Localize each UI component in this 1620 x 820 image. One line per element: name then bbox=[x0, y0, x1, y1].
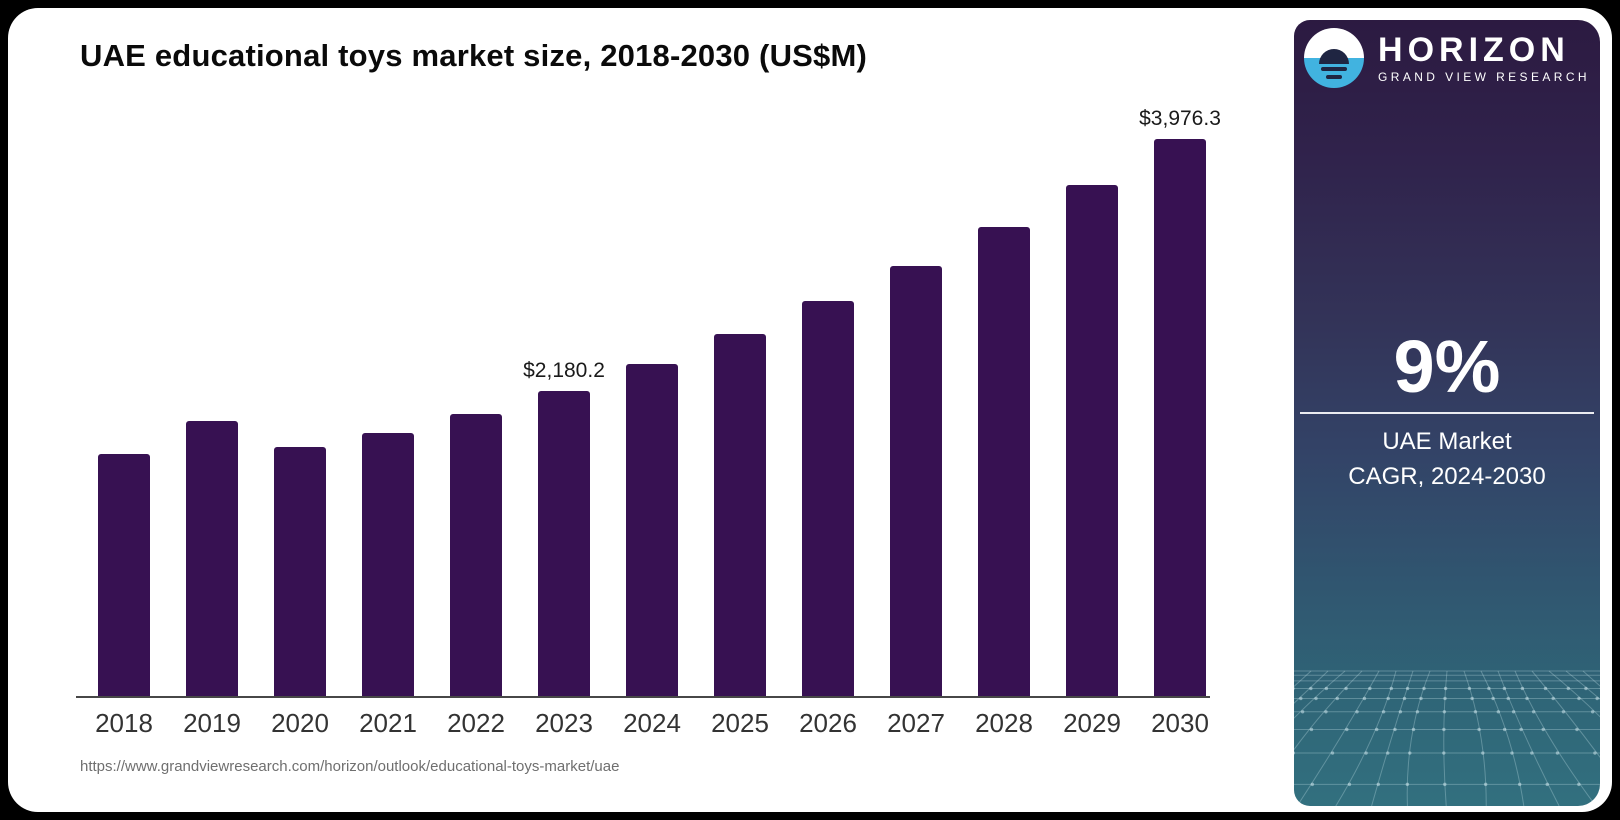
bar-value-label-2023: $2,180.2 bbox=[523, 358, 605, 382]
x-tick-2020: 2020 bbox=[271, 708, 329, 738]
bar-2027 bbox=[890, 265, 942, 696]
cagr-stat-caption: UAE Market CAGR, 2024-2030 bbox=[1294, 424, 1600, 494]
x-tick-2025: 2025 bbox=[711, 708, 769, 738]
logo-ripple-line bbox=[1326, 75, 1343, 79]
bar-value-label-2030: $3,976.3 bbox=[1139, 107, 1221, 130]
bar-2022 bbox=[450, 413, 502, 696]
brand-name: HORIZON bbox=[1378, 30, 1570, 69]
bar-2021 bbox=[362, 432, 414, 696]
logo-sun-dome bbox=[1319, 49, 1350, 64]
stat-divider bbox=[1300, 412, 1594, 414]
horizon-sunset-logo-icon bbox=[1304, 28, 1365, 88]
x-tick-2028: 2028 bbox=[975, 708, 1033, 738]
plot-area: 2018 2019 2020 2021 2022 2023 $2,180.2 2024 2025… bbox=[8, 8, 1294, 812]
bar-2030 bbox=[1154, 139, 1206, 696]
bar-2029 bbox=[1066, 185, 1118, 696]
brand-tagline: GRAND VIEW RESEARCH bbox=[1378, 69, 1590, 84]
brand-panel: HORIZON GRAND VIEW RESEARCH 9% UAE Marke… bbox=[1294, 20, 1600, 806]
bar-2019 bbox=[186, 420, 238, 696]
x-axis-line bbox=[76, 696, 1210, 698]
bar-2020 bbox=[274, 447, 326, 696]
source-url: https://www.grandviewresearch.com/horizo… bbox=[80, 758, 620, 775]
cagr-stat-value: 9% bbox=[1393, 325, 1501, 408]
infographic-card: UAE educational toys market size, 2018-2… bbox=[8, 8, 1612, 812]
x-tick-2018: 2018 bbox=[95, 708, 153, 738]
cagr-caption-line2: CAGR, 2024-2030 bbox=[1348, 463, 1546, 490]
bar-2023 bbox=[538, 390, 590, 696]
bar-2018 bbox=[98, 453, 150, 696]
cagr-caption-line1: UAE Market bbox=[1382, 428, 1512, 455]
bar-2024 bbox=[626, 363, 678, 696]
x-tick-2019: 2019 bbox=[183, 708, 241, 738]
x-tick-2024: 2024 bbox=[623, 708, 681, 738]
chart-title: UAE educational toys market size, 2018-2… bbox=[80, 38, 868, 73]
x-tick-2021: 2021 bbox=[359, 708, 417, 738]
x-tick-2029: 2029 bbox=[1063, 708, 1121, 738]
x-tick-2030: 2030 bbox=[1151, 708, 1209, 738]
bar-2026 bbox=[802, 301, 854, 696]
bar-2025 bbox=[714, 334, 766, 696]
x-tick-2023: 2023 bbox=[535, 708, 593, 738]
brand-logo-row: HORIZON GRAND VIEW RESEARCH bbox=[1294, 28, 1600, 88]
x-tick-2022: 2022 bbox=[447, 708, 505, 738]
x-tick-2026: 2026 bbox=[799, 708, 857, 738]
bar-2028 bbox=[978, 227, 1030, 696]
x-tick-2027: 2027 bbox=[887, 708, 945, 738]
brand-text-block: HORIZON GRAND VIEW RESEARCH bbox=[1378, 33, 1590, 84]
logo-ripple-line bbox=[1321, 67, 1348, 71]
wireframe-mesh-graphic bbox=[1294, 670, 1600, 806]
